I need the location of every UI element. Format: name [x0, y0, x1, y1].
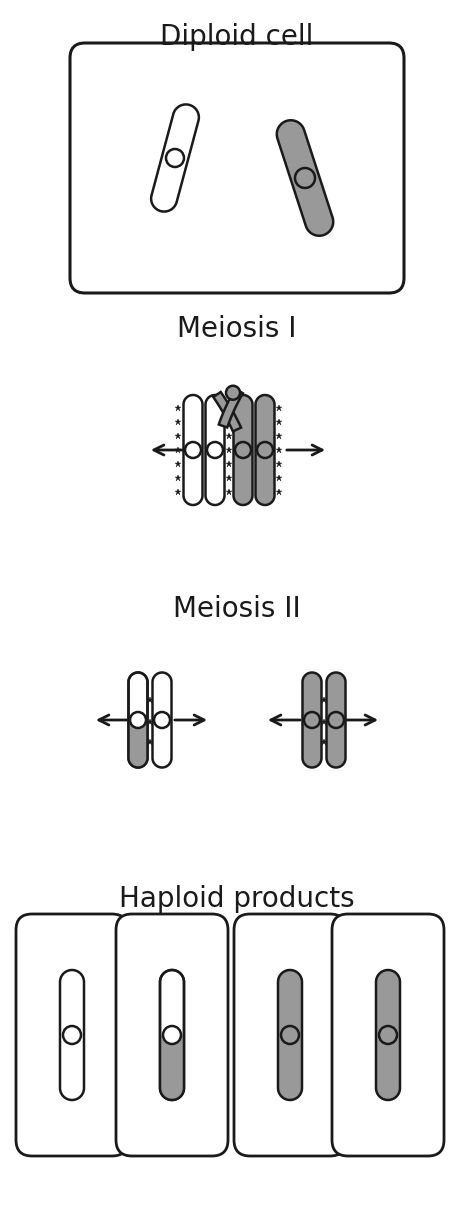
Circle shape: [226, 385, 240, 400]
Polygon shape: [277, 120, 333, 236]
Circle shape: [235, 442, 251, 458]
Polygon shape: [255, 395, 274, 505]
FancyBboxPatch shape: [332, 914, 444, 1156]
Polygon shape: [151, 104, 199, 212]
Circle shape: [328, 711, 344, 728]
Text: Meiosis II: Meiosis II: [173, 595, 301, 623]
Circle shape: [163, 1027, 181, 1044]
Text: Meiosis I: Meiosis I: [177, 315, 297, 343]
Circle shape: [207, 442, 223, 458]
Polygon shape: [376, 970, 400, 1100]
Polygon shape: [153, 673, 172, 767]
Circle shape: [281, 1027, 299, 1044]
Circle shape: [304, 711, 320, 728]
Polygon shape: [160, 970, 184, 1100]
Polygon shape: [213, 391, 241, 431]
Text: Diploid cell: Diploid cell: [160, 23, 314, 51]
Circle shape: [295, 168, 315, 188]
Circle shape: [166, 149, 184, 167]
Polygon shape: [60, 970, 84, 1100]
Polygon shape: [160, 1035, 184, 1100]
Circle shape: [379, 1027, 397, 1044]
FancyBboxPatch shape: [116, 914, 228, 1156]
Circle shape: [154, 711, 170, 728]
Circle shape: [257, 442, 273, 458]
Polygon shape: [234, 395, 253, 505]
FancyBboxPatch shape: [234, 914, 346, 1156]
Circle shape: [185, 442, 201, 458]
Circle shape: [130, 711, 146, 728]
Polygon shape: [278, 970, 302, 1100]
Polygon shape: [327, 673, 346, 767]
FancyBboxPatch shape: [70, 42, 404, 293]
Polygon shape: [206, 395, 225, 505]
Circle shape: [63, 1027, 81, 1044]
Polygon shape: [183, 395, 202, 505]
Polygon shape: [302, 673, 321, 767]
Polygon shape: [128, 720, 147, 767]
Polygon shape: [219, 389, 243, 428]
FancyBboxPatch shape: [16, 914, 128, 1156]
Text: Haploid products: Haploid products: [119, 885, 355, 913]
Polygon shape: [128, 673, 147, 767]
